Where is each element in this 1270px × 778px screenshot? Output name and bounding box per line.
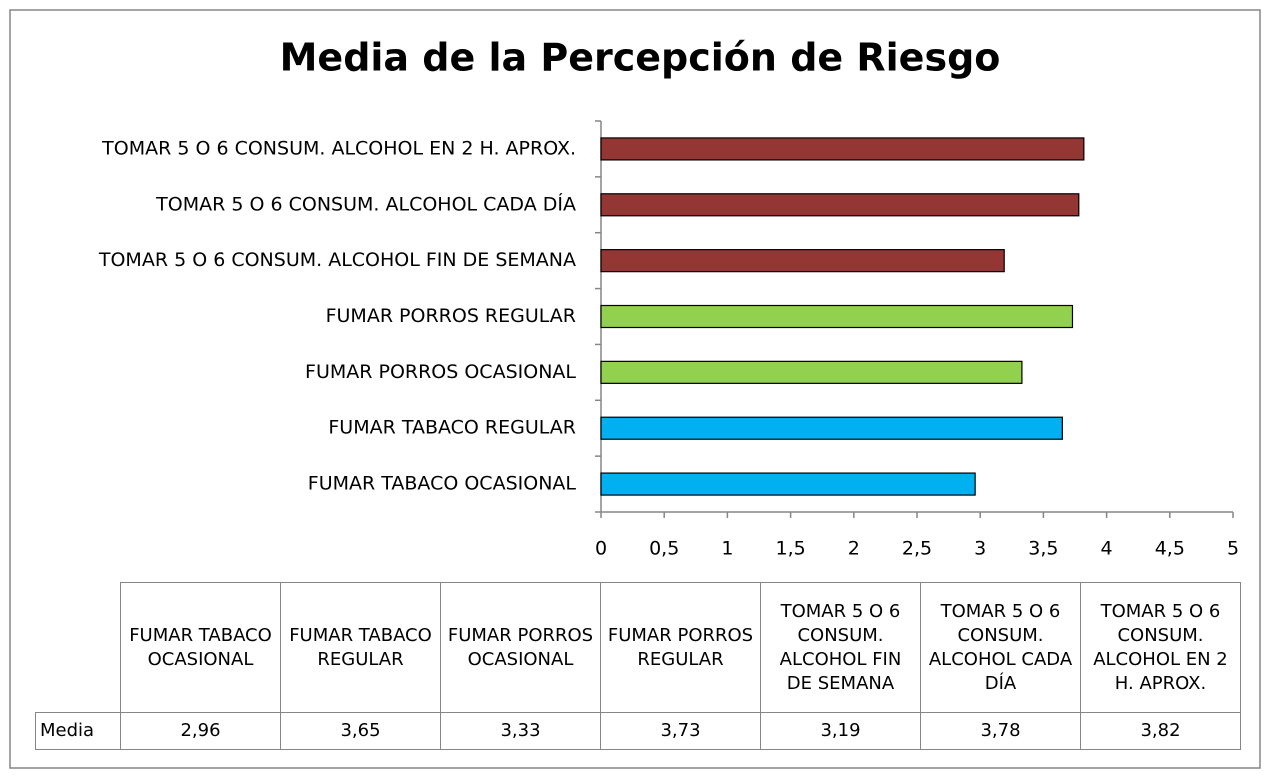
table-value: 3,33 — [440, 712, 601, 750]
x-tick-label: 3 — [974, 538, 986, 560]
table-header: FUMAR TABACO REGULAR — [280, 582, 441, 713]
x-tick-label: 2,5 — [902, 538, 932, 560]
y-tick-label: FUMAR TABACO OCASIONAL — [308, 473, 577, 495]
table-header: FUMAR PORROS REGULAR — [600, 582, 761, 713]
bar — [600, 249, 1005, 273]
x-tick-label: 4,5 — [1155, 538, 1185, 560]
y-tick-label: TOMAR 5 O 6 CONSUM. ALCOHOL CADA DÍA — [155, 192, 576, 215]
x-tick-label: 2 — [848, 538, 860, 560]
bar — [600, 137, 1085, 161]
y-tick-label: TOMAR 5 O 6 CONSUM. ALCOHOL FIN DE SEMAN… — [98, 249, 576, 271]
table-header: TOMAR 5 O 6 CONSUM. ALCOHOL CADA DÍA — [920, 582, 1081, 713]
table-value: 3,78 — [920, 712, 1081, 750]
table-header: TOMAR 5 O 6 CONSUM. ALCOHOL FIN DE SEMAN… — [760, 582, 921, 713]
x-tick-label: 4 — [1101, 538, 1113, 560]
bar — [600, 193, 1080, 217]
bar — [600, 472, 976, 496]
bar — [600, 416, 1063, 440]
y-tick-label: FUMAR PORROS REGULAR — [326, 305, 576, 327]
x-tick-label: 0 — [595, 538, 607, 560]
table-value: 3,82 — [1080, 712, 1241, 750]
table-value: 3,19 — [760, 712, 921, 750]
table-row-label: Media — [35, 712, 121, 750]
x-tick-label: 1 — [721, 538, 733, 560]
x-tick-label: 5 — [1227, 538, 1239, 560]
table-header: FUMAR PORROS OCASIONAL — [440, 582, 601, 713]
x-tick-label: 0,5 — [649, 538, 679, 560]
table-header: FUMAR TABACO OCASIONAL — [120, 582, 281, 713]
x-tick-label: 3,5 — [1028, 538, 1058, 560]
chart-title: Media de la Percepción de Riesgo — [280, 36, 1001, 80]
table-value: 3,73 — [600, 712, 761, 750]
chart-border — [9, 9, 1261, 769]
y-tick-label: TOMAR 5 O 6 CONSUM. ALCOHOL EN 2 H. APRO… — [101, 137, 576, 159]
table-value: 2,96 — [120, 712, 281, 750]
table-header: TOMAR 5 O 6 CONSUM. ALCOHOL EN 2 H. APRO… — [1080, 582, 1241, 713]
x-tick-label: 1,5 — [775, 538, 805, 560]
bar — [600, 360, 1023, 384]
y-tick-label: FUMAR TABACO REGULAR — [328, 417, 576, 439]
y-tick-label: FUMAR PORROS OCASIONAL — [305, 361, 576, 383]
table-value: 3,65 — [280, 712, 441, 750]
bar — [600, 304, 1074, 329]
